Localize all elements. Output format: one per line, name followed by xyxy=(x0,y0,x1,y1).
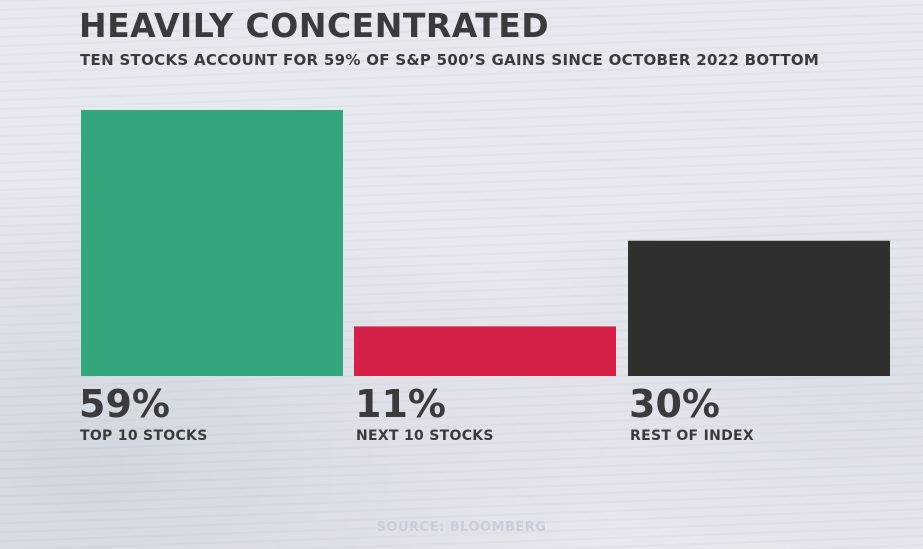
chart-title: HEAVILY CONCENTRATED xyxy=(79,6,550,45)
category-label-rest-of-index: REST OF INDEX xyxy=(630,428,754,444)
category-label-next-10-stocks: NEXT 10 STOCKS xyxy=(356,428,494,444)
category-label-top-10-stocks: TOP 10 STOCKS xyxy=(80,428,208,444)
bar-top-10-stocks xyxy=(81,110,343,376)
source-label: SOURCE: BLOOMBERG xyxy=(376,520,547,535)
chart-subtitle: TEN STOCKS ACCOUNT FOR 59% OF S&P 500’S … xyxy=(80,51,820,69)
bar-next-10-stocks xyxy=(354,326,616,376)
value-label-top-10-stocks: 59% xyxy=(79,382,170,426)
value-label-rest-of-index: 30% xyxy=(629,382,720,426)
bar-rest-of-index xyxy=(628,240,890,376)
value-label-next-10-stocks: 11% xyxy=(355,382,446,426)
